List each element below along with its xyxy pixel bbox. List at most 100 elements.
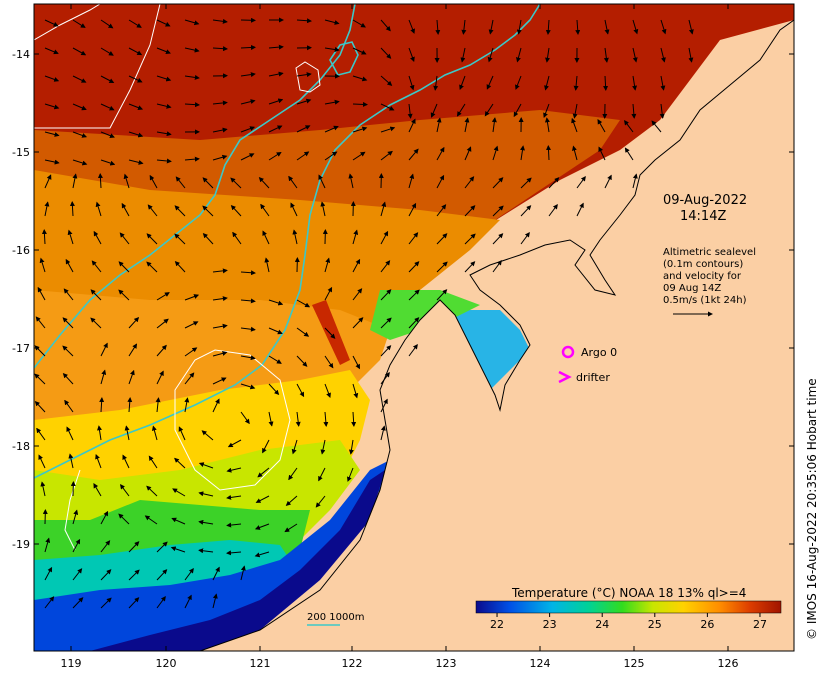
velocity-arrow [324,257,331,273]
velocity-arrow [202,177,214,189]
velocity-arrow [572,145,578,161]
velocity-arrow [464,261,476,273]
velocity-arrow [65,258,74,273]
velocity-arrow [72,538,81,553]
velocity-arrow [41,229,47,245]
velocity-arrow [100,569,112,581]
velocity-arrow [184,347,198,357]
velocity-arrow [66,426,74,441]
y-tick-label: -14 [12,48,30,61]
velocity-arrow [226,494,242,500]
velocity-arrow [464,117,470,133]
velocity-arrow [36,427,46,441]
velocity-arrow [99,397,105,413]
velocity-arrow [543,103,550,119]
velocity-arrow [352,383,359,399]
velocity-arrow [548,203,558,217]
velocity-arrow [571,117,578,133]
velocity-arrow [72,19,86,28]
velocity-arrow [544,117,550,133]
velocity-arrow [315,495,326,508]
velocity-arrow [156,47,171,54]
velocity-arrow [380,317,392,329]
velocity-arrow [491,117,497,133]
velocity-arrow [156,569,168,581]
velocity-arrow [226,467,242,473]
velocity-arrow [35,316,46,329]
velocity-arrow [121,202,130,217]
legend-line-2: (0.1m contours) [663,259,743,270]
velocity-arrow [296,18,312,24]
velocity-arrow [100,597,112,609]
velocity-arrow [37,286,46,301]
velocity-arrow [95,201,102,217]
velocity-arrow [408,118,416,133]
velocity-arrow [128,597,140,609]
velocity-arrow [202,232,214,245]
colorbar-tick-label: 23 [543,618,557,631]
velocity-arrow [255,495,270,503]
velocity-arrow [380,398,388,413]
velocity-arrow [436,117,442,133]
velocity-arrow [288,467,298,481]
velocity-arrow [184,102,200,108]
velocity-arrow [320,201,326,217]
velocity-arrow [119,232,130,245]
velocity-arrow [198,548,214,554]
velocity-arrow [240,72,256,78]
velocity-arrow [296,72,312,78]
velocity-arrow [202,205,214,217]
velocity-arrow [632,19,639,35]
velocity-arrow [100,540,111,553]
velocity-arrow [100,19,114,29]
velocity-arrow [178,426,186,441]
velocity-arrow [296,125,311,133]
velocity-arrow [72,173,78,189]
velocity-arrow [44,159,60,165]
velocity-arrow [240,153,255,161]
colorbar [475,600,782,614]
velocity-arrow [184,19,200,26]
velocity-arrow [257,467,270,478]
velocity-arrow [171,517,186,525]
velocity-arrow [100,369,107,385]
velocity-arrow [576,202,584,217]
velocity-arrow [184,156,200,162]
velocity-arrow [632,47,638,63]
velocity-arrow [352,126,368,133]
velocity-arrow [155,397,161,413]
velocity-arrow [484,103,494,117]
velocity-arrow [436,174,445,189]
velocity-arrow [240,355,256,361]
velocity-arrow [324,286,333,301]
velocity-arrow [72,159,88,166]
velocity-arrow [174,260,186,273]
velocity-arrow [352,101,368,107]
sealevel-contour-eddy [174,349,291,491]
velocity-arrow [240,45,256,50]
y-tick-label: -19 [12,538,30,551]
y-tick-label: -16 [12,244,30,257]
x-tick-label: 125 [624,657,645,670]
velocity-arrow [172,488,186,497]
sst-band-blue [34,460,390,651]
velocity-arrow [128,569,140,581]
x-tick-label: 124 [530,657,551,670]
velocity-arrow [318,174,326,189]
velocity-arrow [147,204,158,217]
velocity-arrow [380,260,391,273]
velocity-arrow [604,174,612,189]
velocity-arrow [156,318,169,329]
velocity-arrow [320,439,326,455]
velocity-arrow [688,19,694,35]
velocity-arrow [63,288,74,301]
velocity-arrow [156,131,172,137]
velocity-arrow [268,98,284,105]
velocity-arrow [72,103,87,111]
velocity-arrow [436,204,447,217]
velocity-arrow [520,231,530,245]
credit-box: © IMOS 16-Aug-2022 20:35:06 Hobart time [805,378,819,640]
velocity-arrow [184,321,199,329]
velocity-arrow [262,439,270,454]
velocity-arrow [212,323,228,329]
